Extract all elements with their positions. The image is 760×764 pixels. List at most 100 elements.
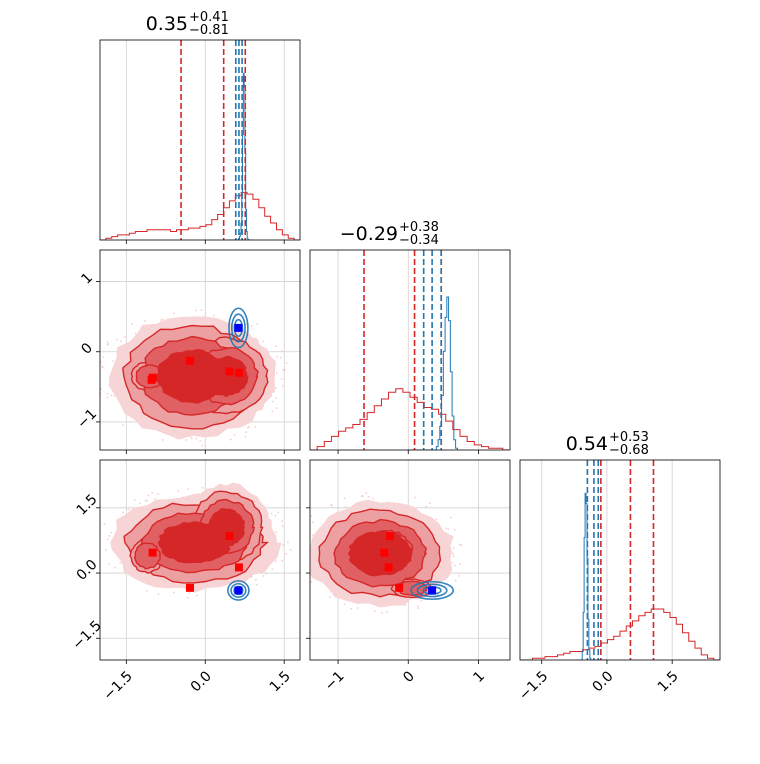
joint-0-sample-87: [200, 309, 203, 312]
joint-2-sample-61: [362, 495, 364, 497]
diag-0-hist-broad: [100, 191, 300, 240]
joint-2-sample-38: [356, 607, 359, 609]
joint-0-sample-60: [190, 437, 193, 440]
joint-2-contour-narrow-0: [410, 580, 454, 600]
joint-2-sample-185: [381, 612, 383, 614]
joint-0-sample-52: [100, 388, 102, 390]
joint-0-sample-108: [279, 356, 282, 359]
joint-1-sample-114: [144, 500, 147, 503]
joint-0-marker-broad-4: [147, 375, 156, 384]
joint-1-marker-broad-0: [225, 532, 234, 541]
joint-2-sample-104: [452, 547, 455, 550]
joint-0-sample-162: [123, 335, 126, 338]
joint-1-sample-92: [270, 512, 273, 515]
joint-0-sample-210: [106, 341, 109, 344]
joint-2-sample-166: [451, 552, 454, 555]
joint-2-sample-44: [449, 516, 452, 519]
joint-0-sample-152: [283, 369, 286, 372]
joint-0-sample-26: [195, 437, 198, 440]
joint-1-marker-broad-1: [234, 563, 243, 572]
joint-1-sample-168: [105, 548, 108, 551]
joint-1-sample-106: [108, 562, 111, 565]
joint-2-sample-79: [459, 562, 462, 565]
joint-1-sample-17: [281, 520, 283, 522]
diag-2-xtick-label-1: 0.0: [590, 668, 617, 695]
joint-1-sample-79: [145, 589, 148, 592]
title-plus-0: +0.41: [189, 10, 229, 25]
joint-0-sample-140: [106, 392, 109, 395]
title-plus-2: +0.53: [609, 430, 649, 445]
joint-1-frame: [99, 459, 301, 661]
joint-1-sample-179: [187, 596, 189, 599]
joint-1-sample-14: [153, 497, 156, 500]
joint-0-sample-137: [113, 395, 116, 397]
joint-0-sample-16: [189, 435, 192, 438]
joint-1-contour-broad-3-1: [207, 507, 246, 548]
joint-1-sample-189: [281, 559, 284, 562]
joint-0-ytick-label-0: −1: [74, 406, 100, 432]
joint-0-marker-broad-1: [234, 368, 243, 377]
joint-2-contour-narrow-1: [416, 583, 448, 598]
joint-0-sample-160: [101, 365, 104, 368]
joint-0-sample-104: [247, 425, 250, 428]
joint-1-sample-111: [282, 543, 285, 546]
joint-2-sample-31: [435, 518, 438, 521]
joint-0-sample-135: [271, 410, 274, 413]
joint-0-sample-214: [102, 356, 105, 359]
joint-2-sample-108: [311, 533, 314, 536]
joint-2-sample-173: [454, 579, 457, 582]
joint-2-sample-33: [350, 607, 353, 610]
joint-0-ytick-label-2: 1: [78, 270, 96, 288]
joint-0-marker-narrow: [234, 323, 243, 332]
joint-2-sample-193: [414, 496, 417, 499]
joint-1-sample-148: [262, 574, 265, 577]
title-value-0: 0.35: [146, 13, 188, 35]
joint-0-sample-105: [245, 431, 248, 434]
joint-0-plot: [100, 307, 288, 447]
joint-0-sample-74: [134, 332, 137, 335]
joint-0-ytick-label-1: 0: [78, 340, 96, 358]
joint-2-sample-197: [429, 502, 431, 504]
joint-1-sample-53: [110, 531, 113, 534]
joint-2-sample-117: [311, 521, 314, 524]
joint-0-marker-broad-2: [186, 356, 194, 365]
joint-1-sample-32: [281, 525, 284, 528]
joint-2-sample-201: [420, 599, 423, 602]
joint-2-sample-80: [360, 495, 363, 498]
joint-0-contour-narrow-0: [228, 307, 249, 349]
joint-0-sample-165: [272, 400, 274, 403]
joint-2-sample-43: [372, 497, 375, 500]
joint-2-sample-71: [460, 543, 463, 546]
joint-1-sample-107: [103, 522, 106, 525]
joint-0-sample-122: [199, 440, 202, 442]
joint-0-sample-121: [274, 397, 277, 399]
joint-2-marker-broad-1: [380, 548, 389, 557]
joint-0-sample-125: [160, 319, 162, 322]
title-minus-0: −0.81: [189, 23, 229, 38]
joint-1-sample-109: [146, 499, 148, 502]
diag-2-hist-narrow: [576, 492, 607, 660]
joint-2-sample-5: [328, 596, 331, 599]
joint-2-sample-42: [417, 607, 420, 610]
joint-1-xtick-label-0: −1.5: [101, 668, 136, 703]
joint-1-sample-82: [250, 576, 253, 579]
joint-1-sample-132: [157, 492, 159, 495]
joint-0-sample-171: [244, 435, 247, 438]
joint-1-sample-46: [254, 579, 257, 581]
diag-1-hist-narrow: [408, 296, 458, 450]
diag-0-plot: [100, 40, 300, 240]
joint-2-sample-63: [374, 610, 376, 613]
joint-1-sample-140: [201, 486, 204, 489]
joint-2-xtick-label-1: 0: [400, 668, 418, 686]
joint-0-sample-172: [110, 394, 113, 397]
joint-2-marker-broad-0: [386, 532, 394, 541]
joint-1-contour-narrow-1: [230, 582, 247, 598]
joint-0-sample-114: [161, 439, 164, 441]
joint-1-sample-146: [255, 583, 258, 586]
diag-2-frame: [519, 459, 721, 661]
joint-2-marker-narrow: [428, 586, 437, 595]
joint-1-sample-70: [114, 566, 117, 569]
joint-1-plot: [100, 482, 292, 601]
joint-2-sample-131: [453, 528, 456, 531]
